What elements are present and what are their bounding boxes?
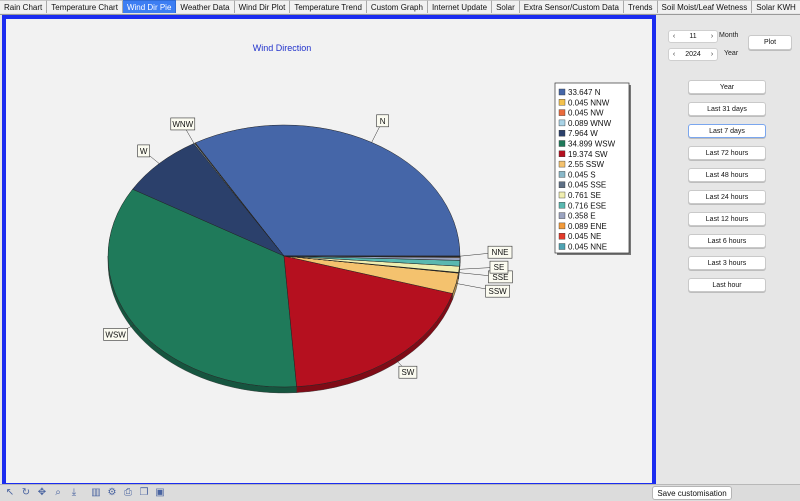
copy-icon[interactable]: ❐	[138, 487, 150, 499]
range-button-last-12-hours[interactable]: Last 12 hours	[688, 212, 766, 226]
tab-soil-moist-leaf-wetness[interactable]: Soil Moist/Leaf Wetness	[658, 0, 753, 13]
range-button-last-7-days[interactable]: Last 7 days	[688, 124, 766, 138]
data-label-ssw: SSW	[488, 287, 507, 296]
month-prev-arrow[interactable]: ‹	[669, 33, 679, 40]
legend-swatch-sw	[559, 151, 565, 157]
legend-swatch-nw	[559, 110, 565, 116]
move-icon[interactable]: ✥	[36, 487, 48, 499]
plot-button[interactable]: Plot	[748, 35, 792, 50]
legend-entry-sw: 19.374 SW	[568, 150, 608, 159]
legend-entry-sse: 0.045 SSE	[568, 181, 606, 190]
zoom-icon[interactable]: ⌕	[52, 487, 64, 499]
month-stepper[interactable]: ‹ 11 ›	[668, 30, 718, 43]
pointer-icon[interactable]: ↖	[4, 487, 16, 499]
legend-entry-ene: 0.089 ENE	[568, 222, 607, 231]
legend-entry-ne: 0.045 NE	[568, 232, 601, 241]
tab-weather-data[interactable]: Weather Data	[176, 0, 234, 13]
tab-wind-dir-pie[interactable]: Wind Dir Pie	[123, 0, 176, 13]
legend-swatch-wnw	[559, 120, 565, 126]
legend-swatch-se	[559, 192, 565, 198]
data-label-nne: NNE	[492, 248, 509, 257]
tab-wind-dir-plot[interactable]: Wind Dir Plot	[235, 0, 291, 13]
tab-custom-graph[interactable]: Custom Graph	[367, 0, 428, 13]
legend-swatch-nne	[559, 244, 565, 250]
legend-swatch-ese	[559, 202, 565, 208]
tab-trends[interactable]: Trends	[624, 0, 658, 13]
range-button-last-6-hours[interactable]: Last 6 hours	[688, 234, 766, 248]
legend-swatch-s	[559, 171, 565, 177]
legend-swatch-ssw	[559, 161, 565, 167]
month-label: Month	[719, 32, 738, 39]
data-label-w: W	[140, 147, 148, 156]
chart-icon[interactable]: ▥	[90, 487, 102, 499]
legend-swatch-sse	[559, 182, 565, 188]
save-customisation-button[interactable]: Save customisation	[652, 486, 732, 500]
tab-internet-update[interactable]: Internet Update	[428, 0, 492, 13]
range-button-last-48-hours[interactable]: Last 48 hours	[688, 168, 766, 182]
data-label-sw: SW	[401, 368, 414, 377]
legend-entry-wnw: 0.089 WNW	[568, 119, 612, 128]
legend-swatch-ene	[559, 223, 565, 229]
export-icon[interactable]: ⤓	[68, 487, 80, 499]
range-button-last-24-hours[interactable]: Last 24 hours	[688, 190, 766, 204]
legend-swatch-n	[559, 89, 565, 95]
legend-swatch-w	[559, 130, 565, 136]
save-icon[interactable]: ▣	[154, 487, 166, 499]
legend-entry-nw: 0.045 NW	[568, 109, 604, 118]
data-label-se: SE	[494, 263, 505, 272]
rotate-icon[interactable]: ↻	[20, 487, 32, 499]
tab-extra-sensor-custom-data[interactable]: Extra Sensor/Custom Data	[520, 0, 624, 13]
year-prev-arrow[interactable]: ‹	[669, 51, 679, 58]
legend-swatch-nnw	[559, 99, 565, 105]
legend-entry-nnw: 0.045 NNW	[568, 98, 610, 107]
legend-entry-n: 33.647 N	[568, 88, 601, 97]
tab-temperature-trend[interactable]: Temperature Trend	[290, 0, 367, 13]
data-label-wnw: WNW	[172, 120, 193, 129]
settings-icon[interactable]: ⚙	[106, 487, 118, 499]
legend-entry-ese: 0.716 ESE	[568, 201, 606, 210]
legend-swatch-wsw	[559, 141, 565, 147]
legend-entry-w: 7.964 W	[568, 129, 598, 138]
legend-entry-s: 0.045 S	[568, 170, 596, 179]
legend-swatch-ne	[559, 233, 565, 239]
year-next-arrow[interactable]: ›	[707, 51, 717, 58]
data-label-wsw: WSW	[105, 330, 126, 339]
tab-temperature-chart[interactable]: Temperature Chart	[47, 0, 123, 13]
controls-panel: ‹ 11 › Month ‹ 2024 › Year Plot Year Last…	[656, 20, 800, 500]
range-button-last-72-hours[interactable]: Last 72 hours	[688, 146, 766, 160]
tab-rain-chart[interactable]: Rain Chart	[0, 0, 47, 13]
data-label-n: N	[380, 117, 386, 126]
range-button-last-hour[interactable]: Last hour	[688, 278, 766, 292]
range-button-last-3-hours[interactable]: Last 3 hours	[688, 256, 766, 270]
year-stepper[interactable]: ‹ 2024 ›	[668, 48, 718, 61]
legend-entry-ssw: 2.55 SSW	[568, 160, 604, 169]
print-icon[interactable]: ⎙	[122, 487, 134, 499]
legend-entry-nne: 0.045 NNE	[568, 243, 607, 252]
chart-title: Wind Direction	[253, 43, 312, 53]
month-value[interactable]: 11	[679, 33, 707, 40]
legend-swatch-e	[559, 213, 565, 219]
year-label: Year	[724, 50, 738, 57]
month-next-arrow[interactable]: ›	[707, 33, 717, 40]
year-value[interactable]: 2024	[679, 51, 707, 58]
legend-entry-se: 0.761 SE	[568, 191, 601, 200]
range-button-year[interactable]: Year	[688, 80, 766, 94]
legend-entry-wsw: 34.899 WSW	[568, 140, 616, 149]
tab-solar[interactable]: Solar	[492, 0, 520, 13]
tab-solar-kwh[interactable]: Solar KWH	[752, 0, 800, 13]
range-button-last-31-days[interactable]: Last 31 days	[688, 102, 766, 116]
legend-entry-e: 0.358 E	[568, 212, 596, 221]
data-label-sse: SSE	[492, 273, 508, 282]
